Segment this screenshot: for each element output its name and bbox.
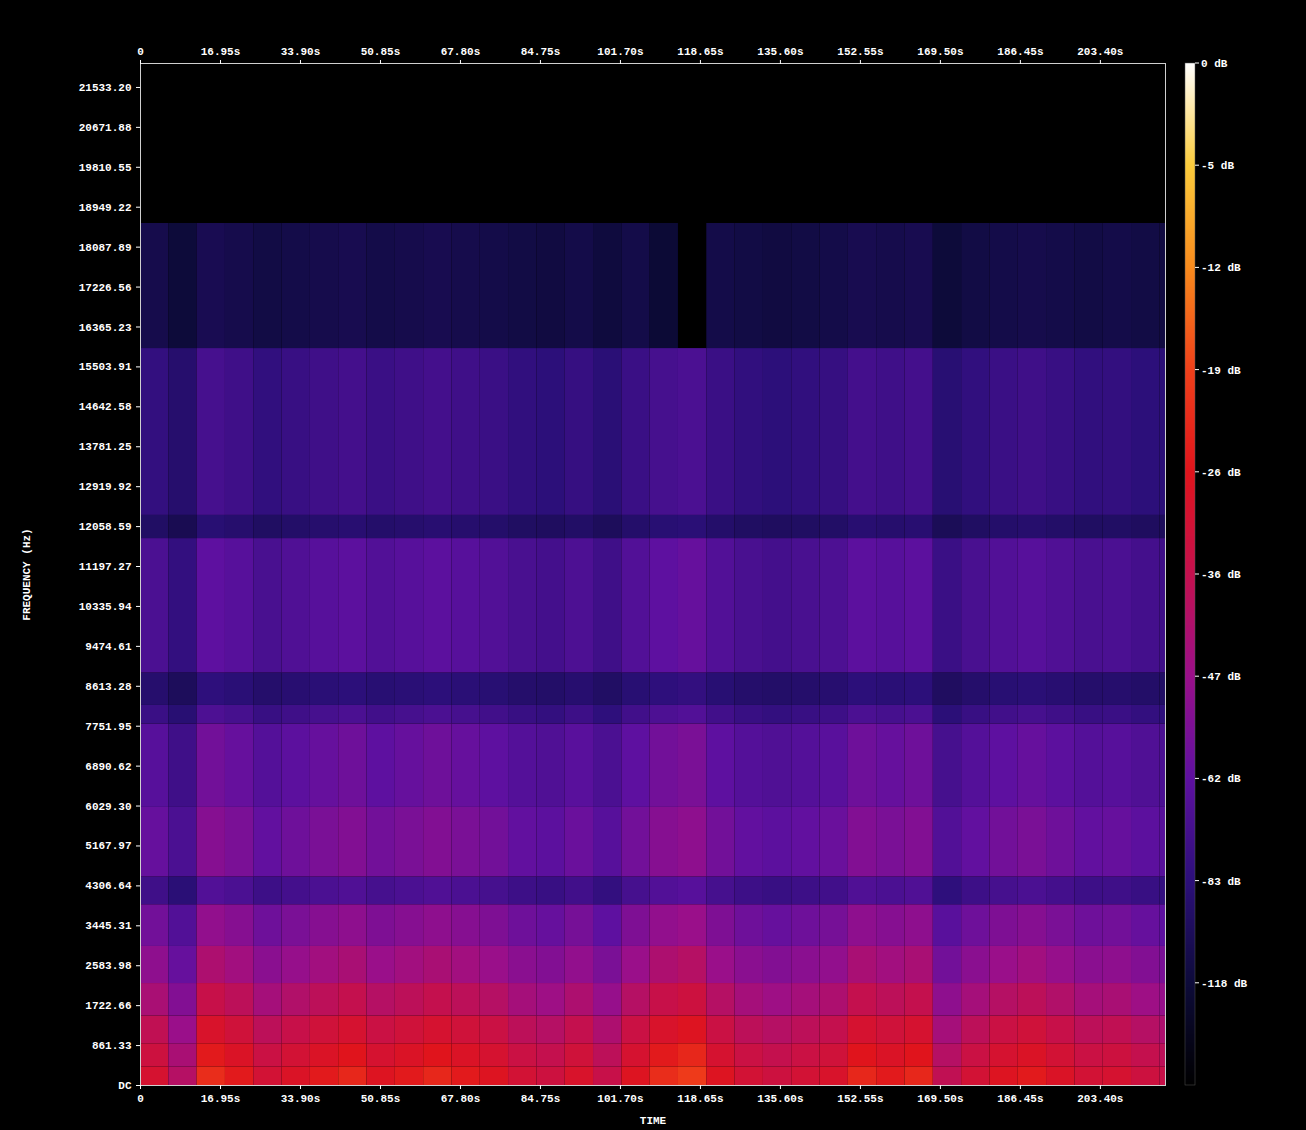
svg-text:10335.94: 10335.94 (79, 601, 132, 613)
svg-text:2583.98: 2583.98 (85, 960, 132, 972)
svg-text:16.95s: 16.95s (201, 46, 241, 58)
svg-text:84.75s: 84.75s (521, 46, 561, 58)
svg-text:16.95s: 16.95s (201, 1093, 241, 1105)
svg-text:17226.56: 17226.56 (79, 282, 132, 294)
svg-text:19810.55: 19810.55 (79, 162, 132, 174)
svg-text:6029.30: 6029.30 (85, 801, 131, 813)
svg-text:186.45s: 186.45s (997, 1093, 1043, 1105)
svg-text:20671.88: 20671.88 (79, 122, 132, 134)
svg-text:101.70s: 101.70s (597, 1093, 643, 1105)
svg-text:-19 dB: -19 dB (1201, 365, 1241, 377)
svg-text:-12 dB: -12 dB (1201, 262, 1241, 274)
svg-text:169.50s: 169.50s (917, 46, 963, 58)
svg-text:21533.20: 21533.20 (79, 82, 132, 94)
svg-text:118.65s: 118.65s (677, 1093, 723, 1105)
svg-text:TIME: TIME (640, 1115, 667, 1127)
svg-text:3445.31: 3445.31 (85, 920, 132, 932)
svg-text:203.40s: 203.40s (1077, 1093, 1123, 1105)
svg-text:101.70s: 101.70s (597, 46, 643, 58)
svg-text:861.33: 861.33 (92, 1040, 132, 1052)
svg-text:152.55s: 152.55s (837, 46, 883, 58)
svg-text:FREQUENCY (Hz): FREQUENCY (Hz) (21, 528, 33, 620)
svg-text:50.85s: 50.85s (361, 1093, 401, 1105)
svg-text:15503.91: 15503.91 (79, 361, 132, 373)
svg-text:67.80s: 67.80s (441, 1093, 481, 1105)
svg-text:152.55s: 152.55s (837, 1093, 883, 1105)
svg-text:203.40s: 203.40s (1077, 46, 1123, 58)
svg-text:67.80s: 67.80s (441, 46, 481, 58)
svg-text:-47 dB: -47 dB (1201, 671, 1241, 683)
svg-text:135.60s: 135.60s (757, 1093, 803, 1105)
svg-text:-36 dB: -36 dB (1201, 569, 1241, 581)
svg-text:1722.66: 1722.66 (85, 1000, 131, 1012)
svg-text:8613.28: 8613.28 (85, 681, 132, 693)
svg-text:13781.25: 13781.25 (79, 441, 132, 453)
svg-text:12919.92: 12919.92 (79, 481, 132, 493)
svg-text:0: 0 (137, 46, 144, 58)
svg-text:-118 dB: -118 dB (1201, 978, 1248, 990)
svg-text:16365.23: 16365.23 (79, 322, 132, 334)
svg-text:18087.89: 18087.89 (79, 242, 132, 254)
svg-text:DC: DC (118, 1080, 132, 1092)
svg-text:5167.97: 5167.97 (85, 840, 131, 852)
svg-text:50.85s: 50.85s (361, 46, 401, 58)
svg-text:33.90s: 33.90s (281, 1093, 321, 1105)
svg-text:0 dB: 0 dB (1201, 58, 1228, 70)
svg-text:-83 dB: -83 dB (1201, 876, 1241, 888)
svg-text:135.60s: 135.60s (757, 46, 803, 58)
svg-text:14642.58: 14642.58 (79, 401, 132, 413)
svg-text:33.90s: 33.90s (281, 46, 321, 58)
svg-text:-62 dB: -62 dB (1201, 773, 1241, 785)
svg-text:84.75s: 84.75s (521, 1093, 561, 1105)
svg-text:18949.22: 18949.22 (79, 202, 132, 214)
svg-text:11197.27: 11197.27 (79, 561, 132, 573)
svg-text:-26 dB: -26 dB (1201, 467, 1241, 479)
svg-text:4306.64: 4306.64 (85, 880, 132, 892)
svg-text:118.65s: 118.65s (677, 46, 723, 58)
svg-text:12058.59: 12058.59 (79, 521, 132, 533)
svg-text:0: 0 (137, 1093, 144, 1105)
svg-text:186.45s: 186.45s (997, 46, 1043, 58)
svg-text:-5 dB: -5 dB (1201, 160, 1234, 172)
svg-text:7751.95: 7751.95 (85, 721, 132, 733)
svg-text:6890.62: 6890.62 (85, 761, 131, 773)
svg-text:9474.61: 9474.61 (85, 641, 132, 653)
svg-text:169.50s: 169.50s (917, 1093, 963, 1105)
